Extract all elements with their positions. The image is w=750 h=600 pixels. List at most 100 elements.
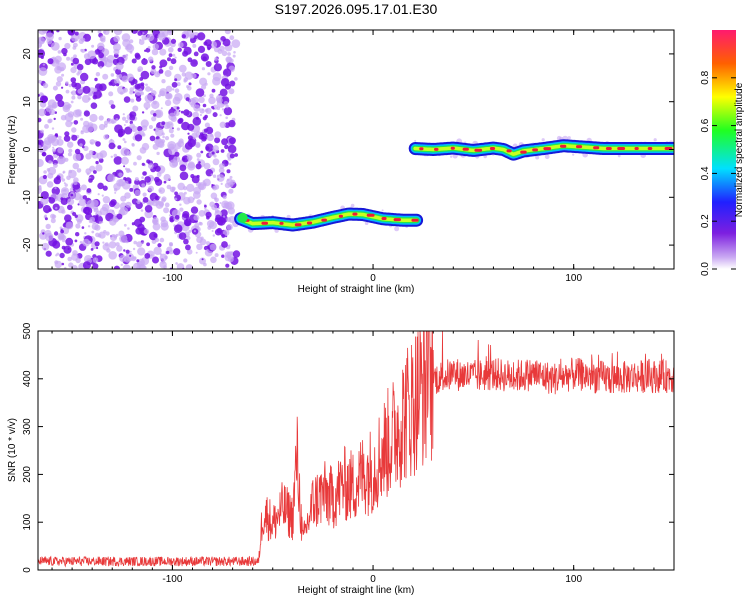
noise-dot <box>146 33 155 42</box>
noise-dot <box>123 249 126 252</box>
noise-dot <box>82 261 91 269</box>
noise-dot <box>205 211 212 218</box>
noise-dot <box>38 37 46 44</box>
noise-dot <box>67 152 72 157</box>
noise-dot <box>68 169 73 174</box>
noise-dot <box>192 111 199 119</box>
noise-dot <box>78 113 82 117</box>
noise-dot <box>98 52 104 59</box>
noise-dot <box>72 153 81 162</box>
noise-dot <box>176 82 181 87</box>
noise-dot <box>77 95 82 100</box>
noise-dot <box>208 152 213 157</box>
noise-dot <box>212 107 215 110</box>
noise-dot <box>82 85 91 94</box>
noise-dot <box>203 162 211 170</box>
noise-dot <box>111 209 115 213</box>
noise-dot <box>68 262 74 268</box>
noise-dot <box>141 176 144 179</box>
noise-dot <box>234 153 239 157</box>
signal-tracks <box>234 135 674 233</box>
noise-dot <box>156 151 160 156</box>
noise-dot <box>188 82 192 86</box>
noise-dot <box>178 64 187 73</box>
noise-dot <box>85 168 92 175</box>
noise-dot <box>102 196 111 204</box>
noise-dot <box>71 134 78 141</box>
noise-dot <box>79 241 83 244</box>
noise-dot <box>186 154 193 161</box>
noise-dot <box>216 106 221 111</box>
noise-dot <box>170 133 175 138</box>
spectrogram-ylabel: Frequency (Hz) <box>7 116 18 185</box>
noise-dot <box>45 232 54 242</box>
noise-dot <box>115 62 124 71</box>
noise-dot <box>137 126 143 132</box>
y-tick-label: 200 <box>22 466 33 483</box>
noise-dot <box>125 168 131 173</box>
noise-dot <box>110 120 115 124</box>
noise-dot <box>123 165 126 168</box>
noise-dot <box>196 236 203 243</box>
noise-dot <box>71 81 77 88</box>
noise-dot <box>59 252 65 259</box>
noise-dot <box>160 216 166 222</box>
noise-dot <box>220 182 223 185</box>
noise-dot <box>203 128 209 133</box>
noise-dot <box>219 202 222 204</box>
noise-dot <box>219 121 226 128</box>
track-halo-dot <box>364 221 369 225</box>
noise-dot <box>211 184 214 186</box>
noise-dot <box>222 68 232 77</box>
noise-dot <box>182 186 188 191</box>
noise-dot <box>232 250 241 258</box>
noise-dot <box>204 39 212 47</box>
noise-dot <box>78 198 87 207</box>
noise-dot <box>154 109 164 118</box>
noise-dot <box>229 80 236 87</box>
noise-dot <box>179 207 184 212</box>
noise-dot <box>120 91 124 95</box>
noise-dot <box>195 251 198 254</box>
noise-dot <box>210 192 218 200</box>
noise-dot <box>113 265 120 269</box>
noise-dot <box>80 130 83 133</box>
noise-dot <box>52 214 57 219</box>
noise-dot <box>196 74 200 77</box>
noise-dot <box>94 241 100 247</box>
noise-dot <box>185 264 193 269</box>
noise-dot <box>203 94 206 98</box>
noise-dot <box>50 218 56 224</box>
noise-dot <box>57 50 62 54</box>
noise-dot <box>57 147 64 154</box>
noise-dot <box>101 194 104 197</box>
noise-dot <box>161 79 166 84</box>
noise-dot <box>156 172 162 177</box>
track-peak <box>560 144 567 148</box>
noise-dot <box>159 59 168 68</box>
noise-dot <box>214 197 219 203</box>
noise-dot <box>41 152 46 157</box>
noise-dot <box>225 263 230 268</box>
noise-dot <box>47 58 54 65</box>
noise-dot <box>201 108 204 111</box>
track-peak <box>306 221 313 225</box>
noise-dot <box>142 171 147 176</box>
noise-dot <box>174 214 180 220</box>
noise-dot <box>185 97 190 102</box>
noise-dot <box>133 240 137 245</box>
noise-dot <box>152 43 159 50</box>
noise-dot <box>42 145 48 151</box>
noise-dot <box>134 179 140 186</box>
noise-dot <box>226 169 231 174</box>
noise-dot <box>64 131 70 137</box>
noise-dot <box>45 223 51 230</box>
noise-dot <box>61 262 65 266</box>
noise-dot <box>38 79 42 84</box>
noise-dot <box>219 163 225 169</box>
noise-dot <box>45 32 54 41</box>
noise-dot <box>216 97 223 104</box>
noise-dot <box>52 146 55 149</box>
noise-dot <box>98 221 102 225</box>
track-peak <box>543 147 552 151</box>
